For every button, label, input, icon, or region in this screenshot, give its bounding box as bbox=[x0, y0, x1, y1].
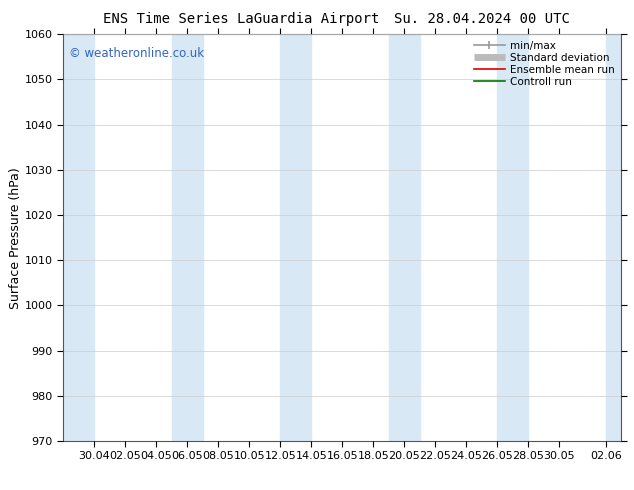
Text: ENS Time Series LaGuardia Airport: ENS Time Series LaGuardia Airport bbox=[103, 12, 379, 26]
Bar bbox=[172, 34, 203, 441]
Text: Su. 28.04.2024 00 UTC: Su. 28.04.2024 00 UTC bbox=[394, 12, 570, 26]
Text: © weatheronline.co.uk: © weatheronline.co.uk bbox=[69, 47, 204, 59]
Bar bbox=[63, 34, 94, 441]
Bar bbox=[606, 34, 634, 441]
Legend: min/max, Standard deviation, Ensemble mean run, Controll run: min/max, Standard deviation, Ensemble me… bbox=[470, 37, 618, 90]
Bar bbox=[280, 34, 311, 441]
Bar bbox=[389, 34, 420, 441]
Bar bbox=[497, 34, 528, 441]
Y-axis label: Surface Pressure (hPa): Surface Pressure (hPa) bbox=[9, 167, 22, 309]
